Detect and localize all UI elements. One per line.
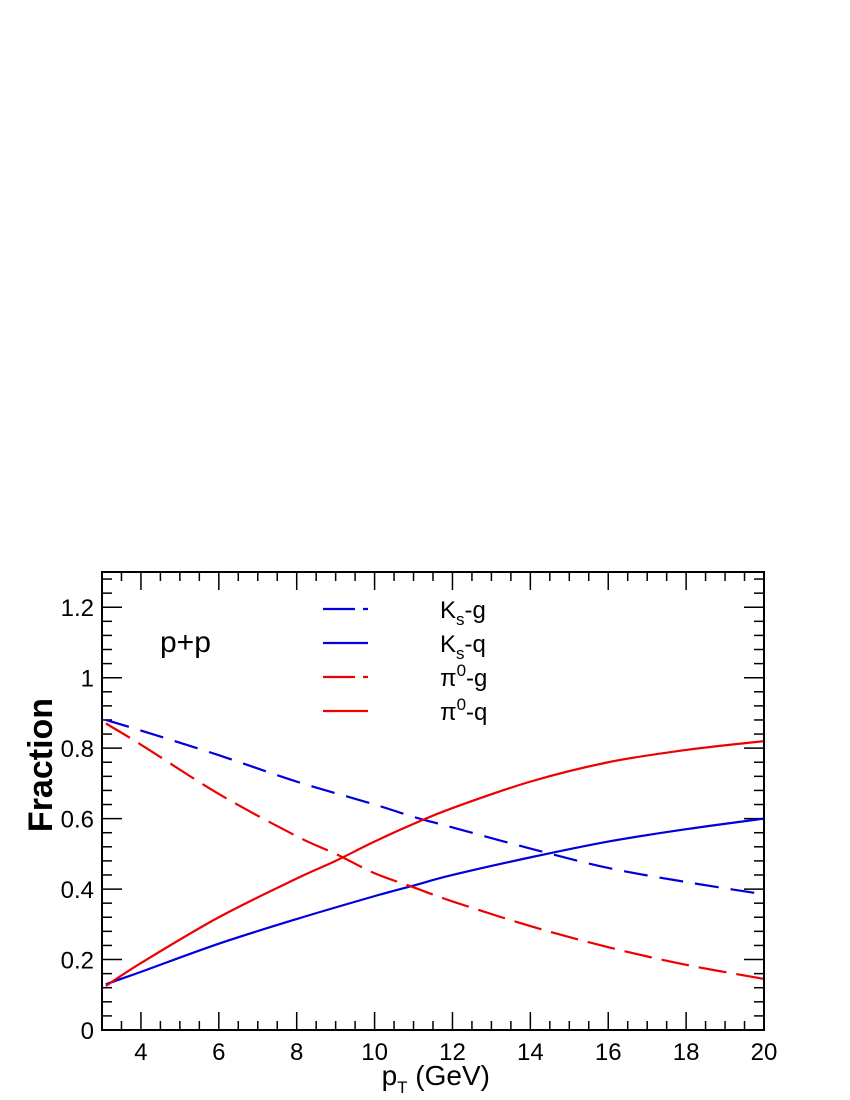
x-tick-label: 8 [290, 1039, 303, 1066]
x-tick-label: 14 [517, 1039, 544, 1066]
series-lines [105, 718, 765, 987]
x-axis-label-sub: T [397, 1078, 407, 1097]
x-tick-label: 4 [134, 1039, 147, 1066]
x-tick-label: 20 [751, 1039, 778, 1066]
x-tick-label: 18 [673, 1039, 700, 1066]
legend-entry-label: Ks-q [440, 631, 486, 663]
x-tick-label: 16 [595, 1039, 622, 1066]
y-axis-label: Fraction [22, 698, 60, 832]
x-tick-label: 12 [439, 1039, 466, 1066]
series-line-ks-g [105, 718, 765, 896]
y-tick-label: 1 [81, 666, 94, 693]
plot-frame [101, 571, 765, 1031]
y-tick-label: 0.2 [61, 948, 94, 975]
x-axis-label-suffix: (GeV) [408, 1060, 490, 1091]
x-axis-label: pT (GeV) [382, 1060, 490, 1097]
y-tick-label: 0.4 [61, 877, 94, 904]
series-line--0-g [105, 722, 765, 981]
y-tick-labels: 0 0.2 0.4 0.6 0.8 1 1.2 [61, 595, 94, 1045]
y-tick-label: 0 [81, 1018, 94, 1045]
series-line--0-q [105, 740, 765, 987]
y-tick-label: 1.2 [61, 595, 94, 622]
y-tick-label: 0.8 [61, 736, 94, 763]
legend: Ks-gKs-qπ0-gπ0-q [323, 597, 487, 726]
x-tick-label: 10 [361, 1039, 388, 1066]
x-tick-labels: 4 6 8 10 12 14 16 18 20 [134, 1039, 777, 1066]
series-line-ks-q [105, 817, 765, 986]
legend-entry-label: π0-g [440, 661, 487, 692]
x-axis-label-main: p [382, 1060, 398, 1091]
x-tick-label: 6 [212, 1039, 225, 1066]
y-tick-label: 0.6 [61, 807, 94, 834]
annotation-label: p+p [160, 626, 211, 659]
legend-entry-label: π0-q [440, 695, 487, 726]
legend-entry-label: Ks-g [440, 597, 486, 629]
axis-ticks [101, 572, 765, 1031]
